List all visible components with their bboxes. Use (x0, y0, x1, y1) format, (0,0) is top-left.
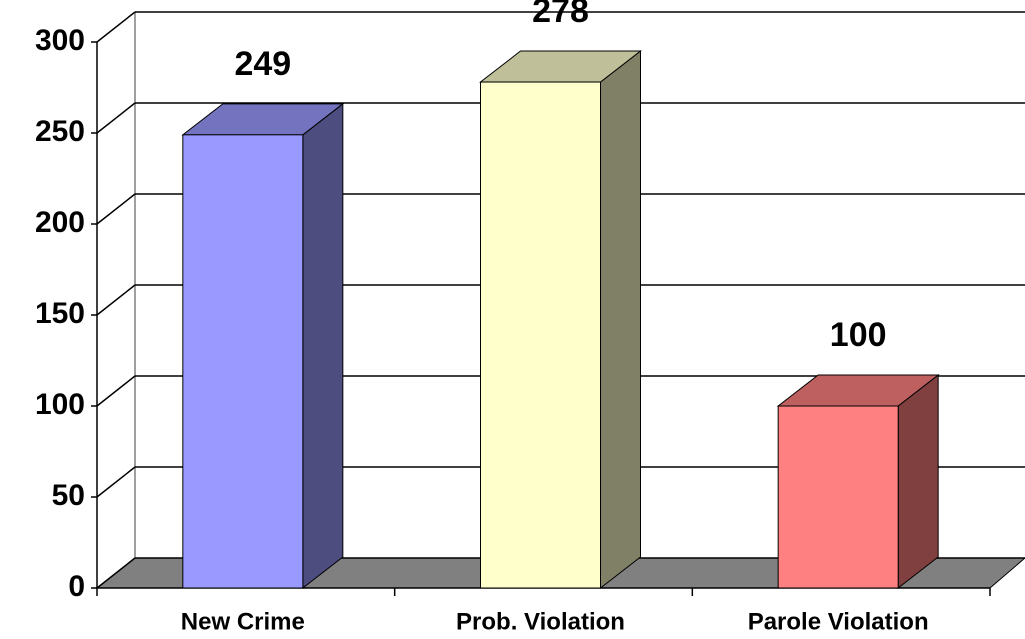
y-tick-label: 0 (68, 570, 85, 603)
grid-line (96, 284, 136, 316)
grid-line (96, 466, 136, 498)
y-tick-label: 250 (35, 115, 85, 148)
bar-side (897, 373, 939, 590)
bar (182, 134, 304, 589)
bar (480, 81, 601, 589)
grid-line (96, 375, 136, 407)
grid-line (96, 11, 136, 43)
x-tick-label: Prob. Violation (456, 608, 625, 635)
x-tick-label: New Crime (181, 608, 305, 635)
grid-line (96, 557, 136, 589)
value-label: 249 (234, 45, 291, 83)
y-tick-label: 200 (35, 206, 85, 239)
value-label: 100 (830, 316, 887, 354)
value-label: 278 (532, 0, 589, 30)
grid-line (96, 193, 136, 225)
y-tick-label: 100 (35, 388, 85, 421)
y-tick-label: 50 (52, 479, 85, 512)
bar-side (600, 50, 641, 590)
grid-line (96, 102, 136, 134)
y-tick-label: 150 (35, 297, 85, 330)
bar-side (302, 102, 344, 590)
x-tick-label: Parole Violation (748, 608, 929, 635)
y-tick-label: 300 (35, 24, 85, 57)
bar (777, 405, 899, 589)
